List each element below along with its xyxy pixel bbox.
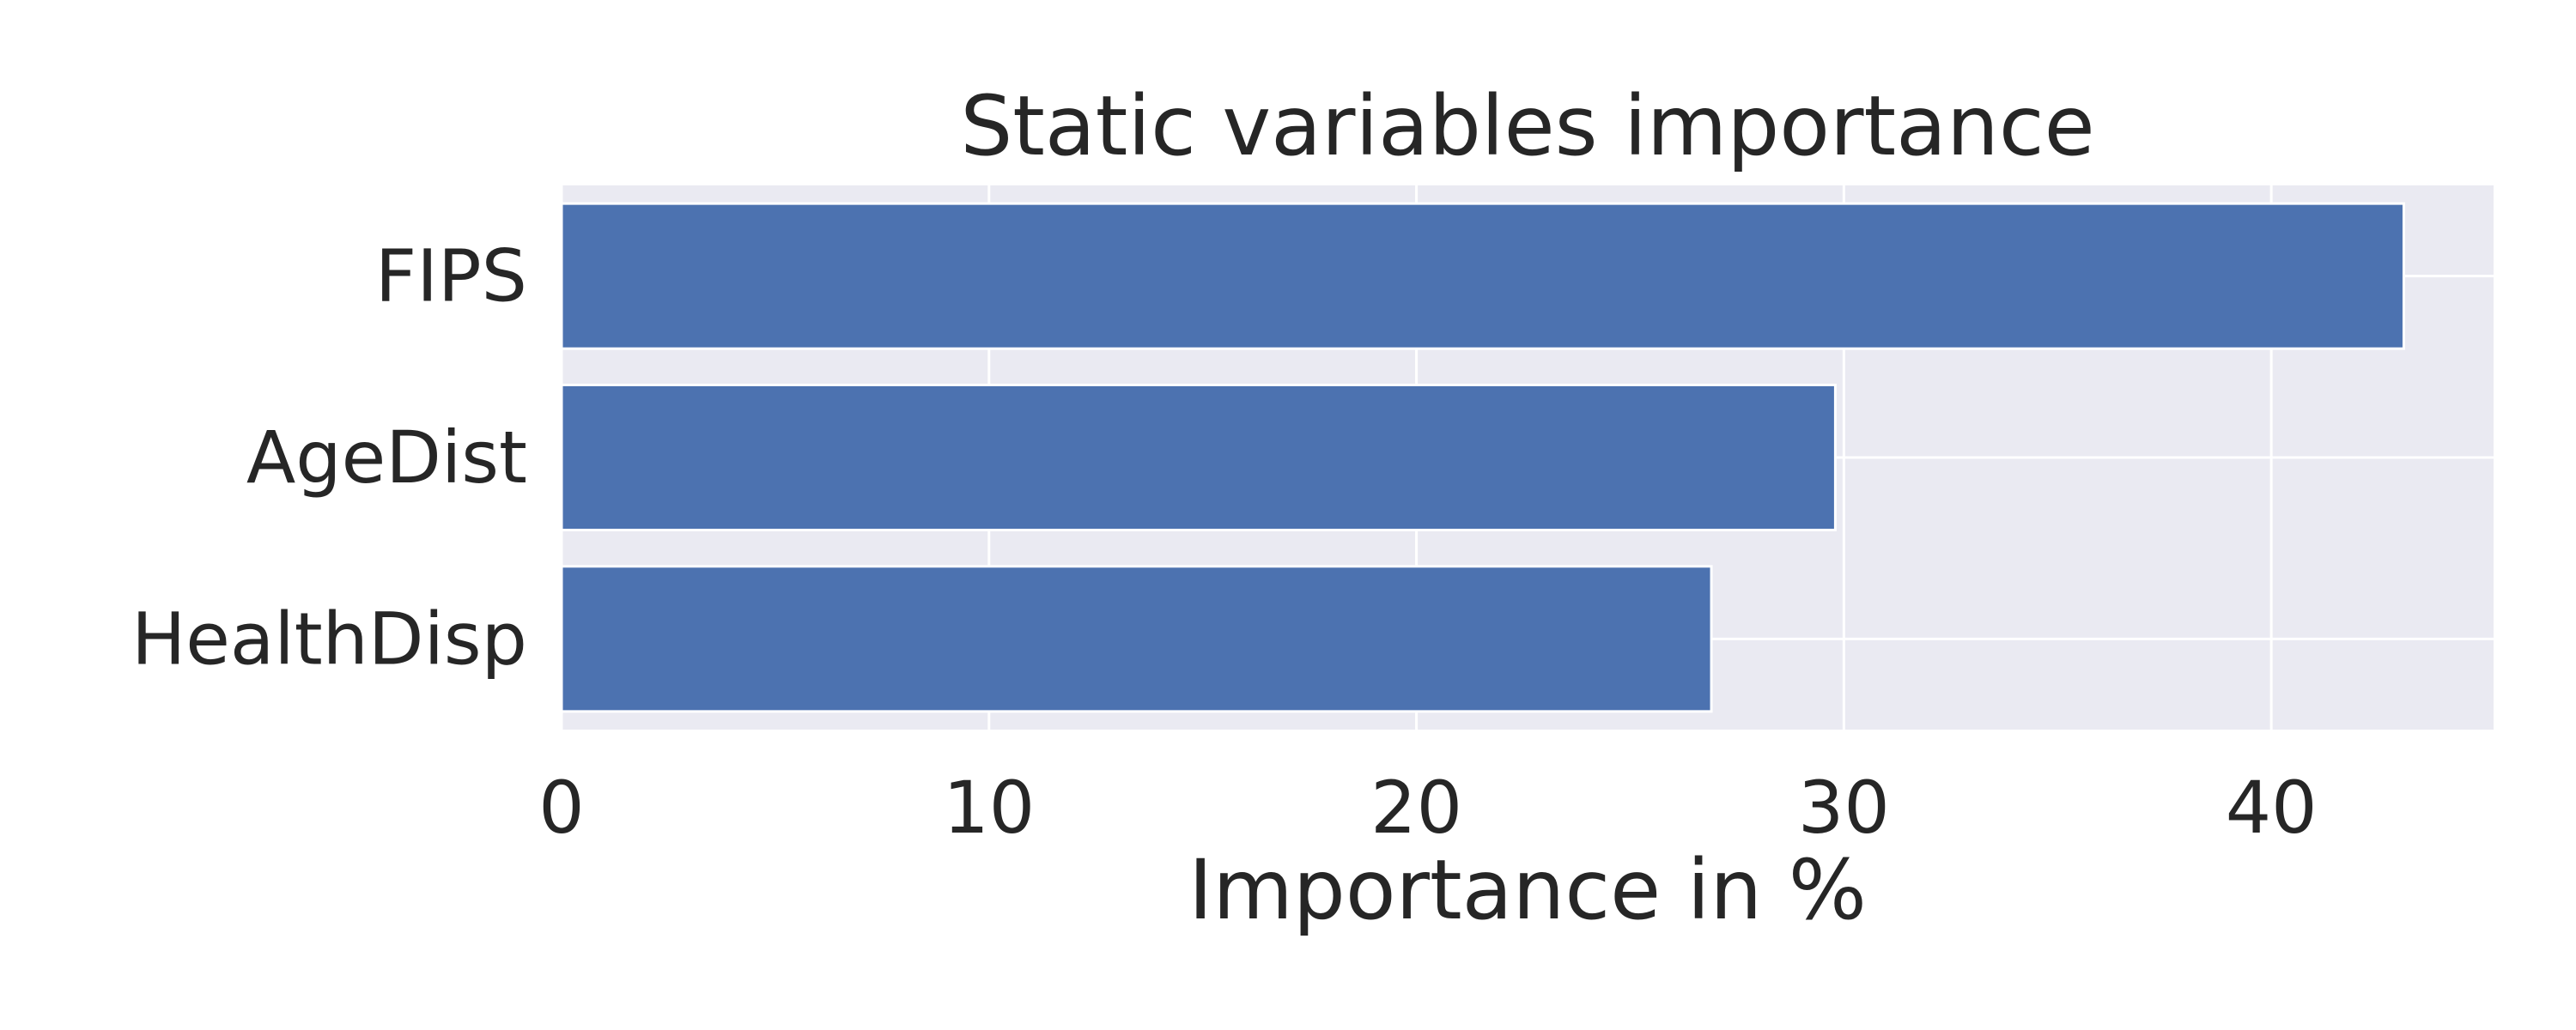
- x-tick-label: 0: [538, 766, 584, 850]
- bar-fips: [560, 202, 2405, 350]
- y-tick-label: AgeDist: [246, 415, 527, 500]
- y-tick-label: HealthDisp: [131, 597, 527, 681]
- x-tick-label: 40: [2226, 766, 2318, 850]
- chart-title: Static variables importance: [960, 78, 2094, 174]
- bar-healthdisp: [560, 565, 1713, 713]
- x-tick-label: 30: [1798, 766, 1890, 850]
- x-tick-label: 10: [943, 766, 1035, 850]
- bar-agedist: [560, 383, 1837, 532]
- bars: [560, 202, 2405, 713]
- x-tick-label: 20: [1370, 766, 1462, 850]
- x-axis-label: Importance in %: [1188, 842, 1867, 938]
- y-tick-label: FIPS: [375, 234, 527, 318]
- tick-labels: FIPS AgeDist HealthDisp 0 10 20 30 40: [131, 234, 2318, 850]
